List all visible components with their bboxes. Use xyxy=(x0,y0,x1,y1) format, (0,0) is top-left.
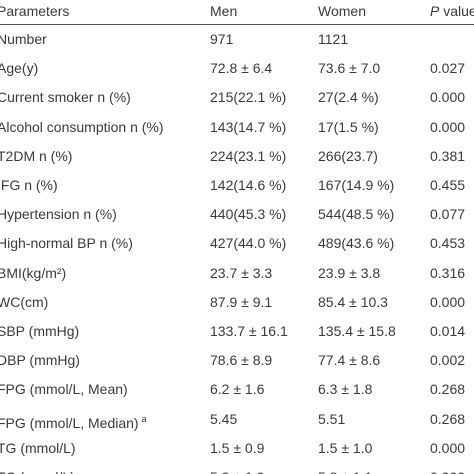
cell-text: Women xyxy=(318,3,366,19)
cell-value: 133.7 ± 16.1 xyxy=(210,323,288,339)
cell-value: 1.5 ± 0.9 xyxy=(210,439,265,456)
cell-text: Hypertension n (%) xyxy=(0,206,117,223)
cell-value: 0.027 xyxy=(430,60,466,77)
cell-value: 971 xyxy=(210,31,234,47)
cell-value: 440(45.3 %) xyxy=(210,206,287,223)
cell-value: 0.268 xyxy=(430,381,466,398)
cell-value: 77.4 ± 8.6 xyxy=(318,352,381,369)
cell-value: 0.000 xyxy=(430,89,466,106)
cell-value: 17(1.5 %) xyxy=(318,118,379,135)
row-label: FPG (mmol/L, Median) a xyxy=(0,411,147,431)
cell-value: 0.455 xyxy=(430,177,466,193)
cell-value: 5.8 ± 1.1 xyxy=(318,469,372,474)
cell-value: 489(43.6 %) xyxy=(318,235,395,252)
cell-value: 0.000 xyxy=(430,118,466,135)
cell-text: SBP (mmHg) xyxy=(0,323,80,339)
cell-text: Age(y) xyxy=(0,60,39,77)
row-label: T2DM n (%) xyxy=(0,148,72,164)
cell-text: Alcohol consumption n (%) xyxy=(0,118,164,135)
row-label: SBP (mmHg) xyxy=(0,323,79,339)
cell-value: 0.077 xyxy=(430,206,466,223)
cell-value: 23.7 ± 3.3 xyxy=(210,264,273,281)
italic-text: P xyxy=(430,3,440,19)
cell-text: Number xyxy=(0,31,47,47)
cell-value: 6.2 ± 1.6 xyxy=(210,381,265,398)
cell-text: IFG n (%) xyxy=(0,177,58,193)
cell-value: 0.000 xyxy=(430,439,466,456)
cell-value: 427(44.0 %) xyxy=(210,235,287,252)
cell-value: 0.000 xyxy=(430,469,465,474)
cell-text: Parameters xyxy=(0,3,70,19)
cell-value: 1.5 ± 1.0 xyxy=(318,439,373,456)
cell-value: 544(48.5 %) xyxy=(318,206,395,223)
cell-text: High-normal BP n (%) xyxy=(0,235,133,252)
cell-value: 23.9 ± 3.8 xyxy=(318,264,381,281)
cell-text: FPG (mmol/L, Median) xyxy=(0,414,139,431)
cell-text: T2DM n (%) xyxy=(0,147,73,164)
footnote-mark: a xyxy=(141,413,147,424)
cell-value: 0.002 xyxy=(430,352,466,369)
row-label: WC(cm) xyxy=(0,294,48,310)
row-label: DBP (mmHg) xyxy=(0,352,80,368)
header-cell: Men xyxy=(210,3,237,19)
row-label: Current smoker n (%) xyxy=(0,89,131,105)
cell-value: 5.45 xyxy=(210,410,238,427)
cell-text: Men xyxy=(210,3,238,19)
cell-value: 0.000 xyxy=(430,293,466,310)
cell-text: DBP (mmHg) xyxy=(0,352,80,369)
cell-value: 0.268 xyxy=(430,410,466,427)
row-label: Alcohol consumption n (%) xyxy=(0,119,164,135)
cell-value: 0.453 xyxy=(430,235,466,252)
cell-value: 0.316 xyxy=(430,264,466,281)
cell-value: 27(2.4 %) xyxy=(318,89,379,106)
cell-text: value xyxy=(439,3,474,19)
row-label: Age(y) xyxy=(0,60,38,76)
header-rule xyxy=(0,24,474,25)
row-label: Hypertension n (%) xyxy=(0,206,117,222)
row-label: BMI(kg/m²) xyxy=(0,265,66,281)
row-label: High-normal BP n (%) xyxy=(0,235,133,251)
cell-text: FPG (mmol/L, Mean) xyxy=(0,381,128,398)
row-label: FPG (mmol/L, Mean) xyxy=(0,381,128,397)
cell-value: 0.014 xyxy=(430,323,466,339)
cell-value: 135.4 ± 15.8 xyxy=(318,323,396,339)
cell-value: 167(14.9 %) xyxy=(318,177,395,193)
row-label: IFG n (%) xyxy=(0,177,58,193)
cell-value: 1121 xyxy=(318,31,349,47)
cell-value: 224(23.1 %) xyxy=(210,147,287,164)
row-label: TC (mmol/L) xyxy=(0,469,75,474)
header-cell: P value xyxy=(430,3,474,19)
cell-value: 143(14.7 %) xyxy=(210,118,287,135)
cell-value: 6.3 ± 1.8 xyxy=(318,381,373,398)
cell-value: 78.6 ± 8.9 xyxy=(210,352,273,369)
cell-value: 73.6 ± 7.0 xyxy=(318,60,381,77)
cell-value: 0.381 xyxy=(430,147,466,164)
cell-value: 5.51 xyxy=(318,410,346,427)
cell-text: WC(cm) xyxy=(0,293,49,310)
cell-value: 266(23.7) xyxy=(318,147,378,164)
cell-value: 215(22.1 %) xyxy=(210,89,287,106)
cell-value: 142(14.6 %) xyxy=(210,177,287,193)
cell-text: TC (mmol/L) xyxy=(0,469,75,474)
cell-value: 5.2 ± 1.0 xyxy=(210,469,264,474)
row-label: Number xyxy=(0,31,47,47)
cell-value: 87.9 ± 9.1 xyxy=(210,293,273,310)
row-label: TG (mmol/L) xyxy=(0,440,76,456)
header-cell: Parameters xyxy=(0,3,69,19)
cell-text: Current smoker n (%) xyxy=(0,89,131,106)
cell-value: 85.4 ± 10.3 xyxy=(318,293,388,310)
cell-text: BMI(kg/m²) xyxy=(0,264,67,281)
cell-text: TG (mmol/L) xyxy=(0,439,76,456)
cell-value: 72.8 ± 6.4 xyxy=(210,60,273,77)
header-cell: Women xyxy=(318,3,366,19)
